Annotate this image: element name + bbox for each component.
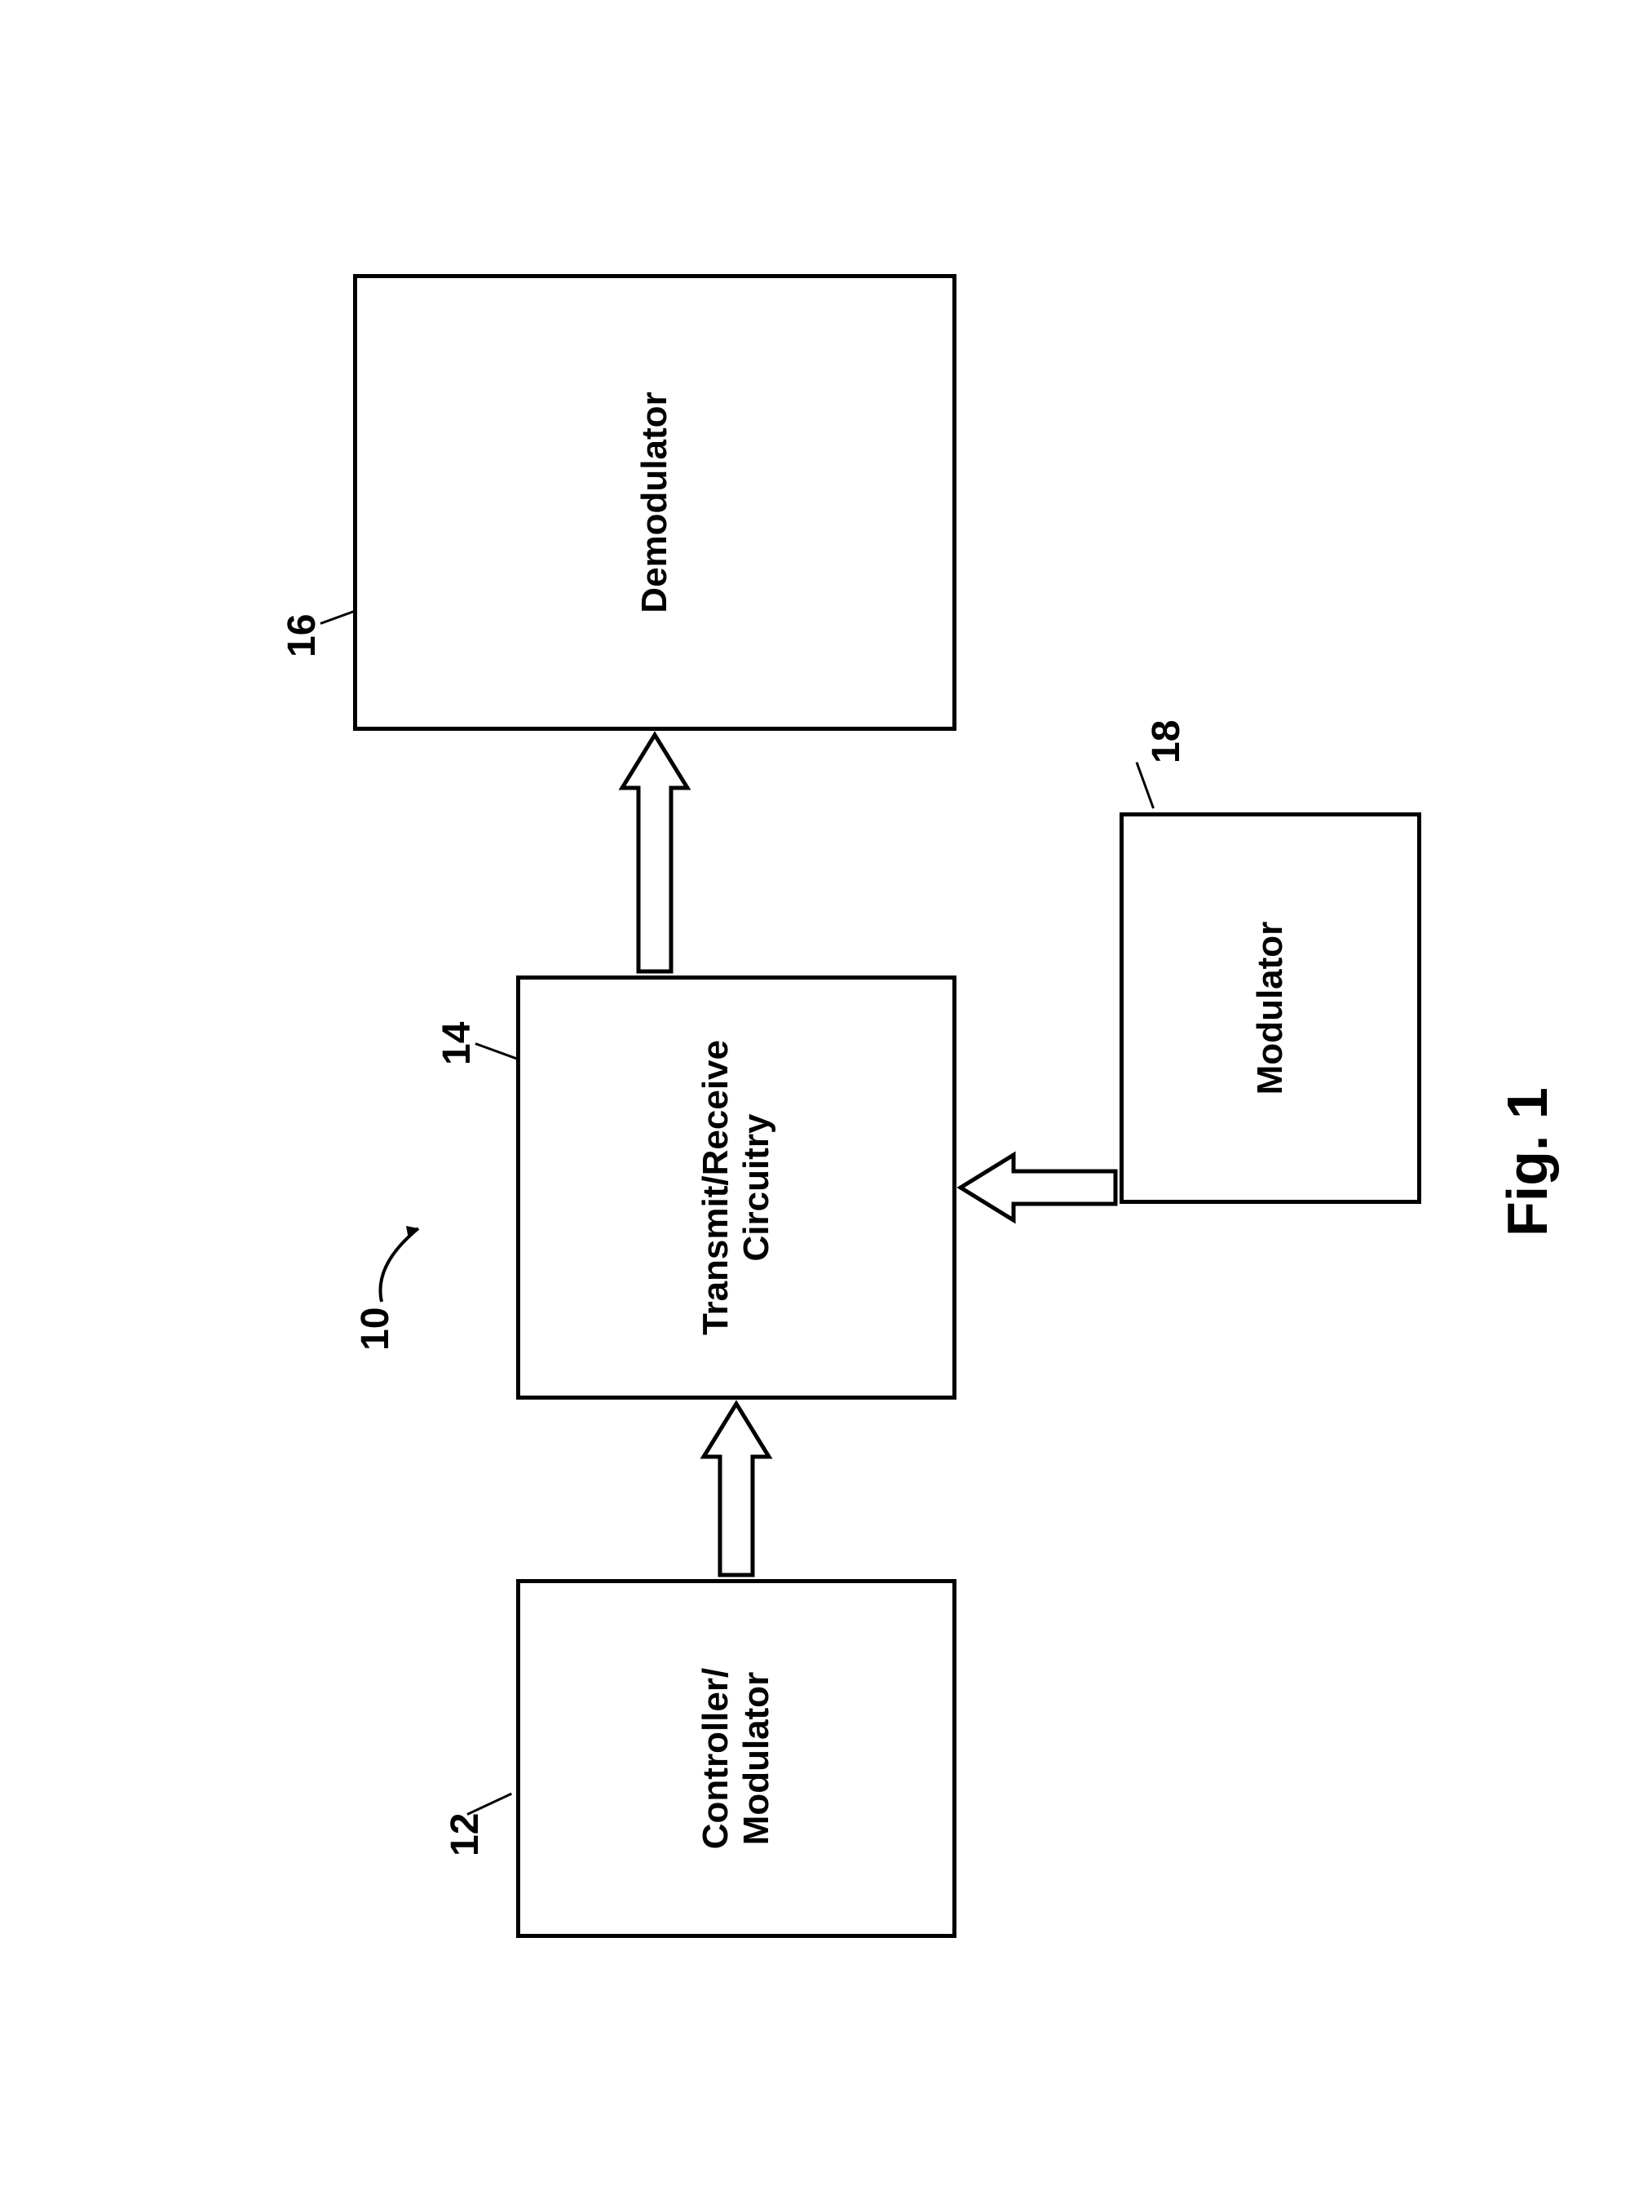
system-ref-label: 10 [353,1307,398,1351]
demodulator-ref-line [320,610,355,625]
arrow-transmit-to-demodulator [618,731,691,975]
controller-modulator-block: Controller/ Modulator [516,1579,956,1938]
block-diagram: 10 Controller/ Modulator 12 Transmit/Rec… [92,127,1560,2085]
demodulator-block: Demodulator [353,274,956,731]
transmit-ref-label: 14 [435,1022,479,1065]
demodulator-text: Demodulator [634,392,675,613]
controller-ref-line [466,1793,512,1816]
modulator-ref-label: 18 [1144,720,1189,763]
demodulator-ref-label: 16 [280,614,325,657]
transmit-receive-block: Transmit/Receive Circuitry [516,975,956,1400]
modulator-block: Modulator [1120,812,1421,1204]
modulator-ref-line [1136,762,1155,808]
system-ref-arrow [369,1208,443,1306]
controller-text-2: Modulator [736,1668,777,1849]
transmit-text-1: Transmit/Receive [696,1040,736,1335]
transmit-text-2: Circuitry [736,1040,777,1335]
arrow-modulator-to-transmit [956,1151,1120,1224]
controller-text-1: Controller/ [696,1668,736,1849]
controller-ref-label: 12 [443,1813,488,1856]
arrow-controller-to-transmit [700,1400,773,1579]
transmit-ref-line [475,1042,518,1060]
modulator-text: Modulator [1250,922,1291,1095]
figure-label: Fig. 1 [1495,1087,1560,1237]
